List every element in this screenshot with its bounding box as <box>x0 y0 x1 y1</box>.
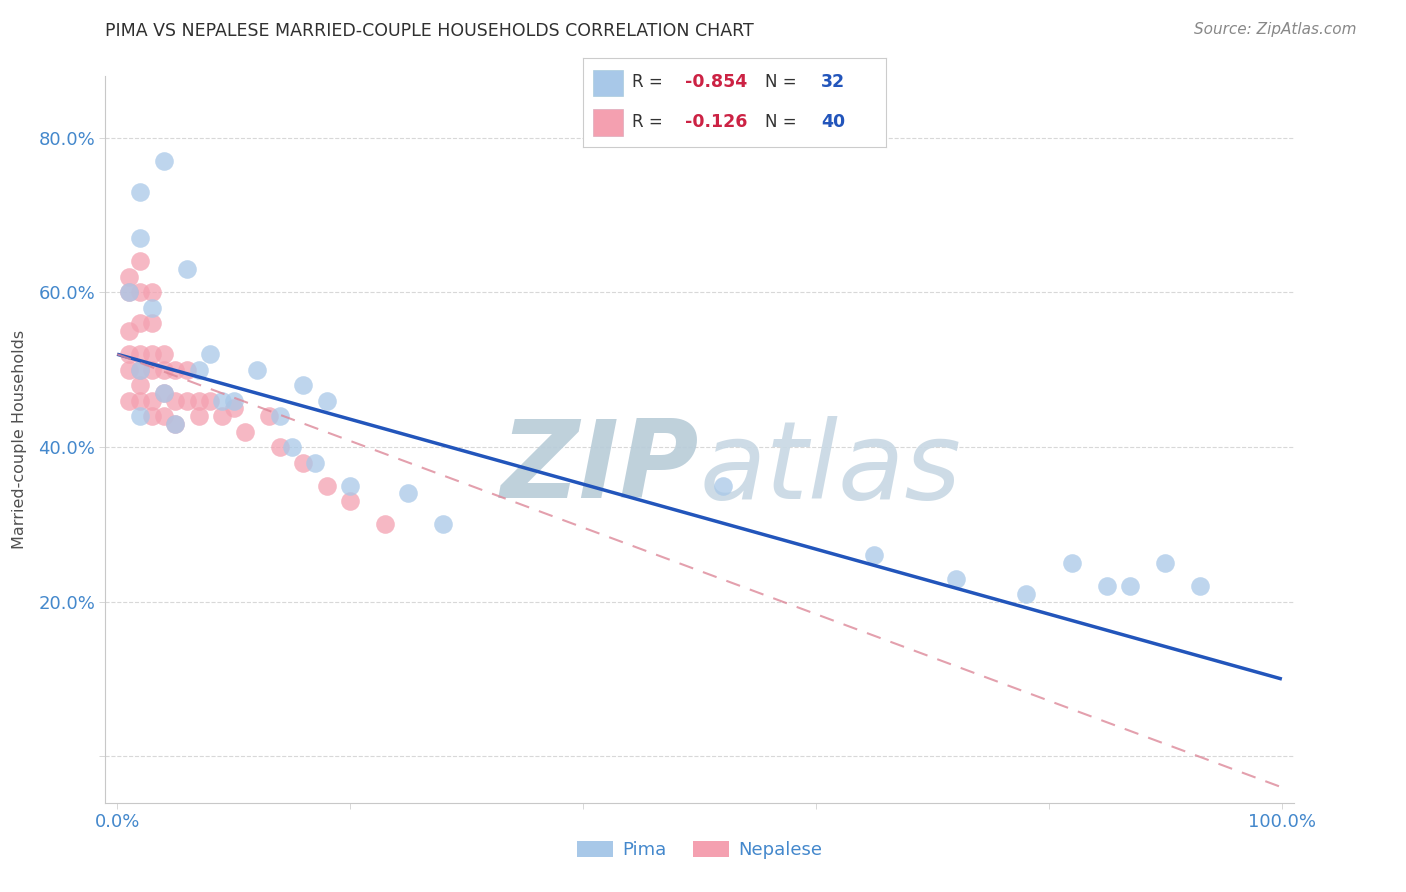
Point <box>152 347 174 361</box>
Point <box>152 385 174 400</box>
Point <box>200 347 222 361</box>
Point <box>200 393 222 408</box>
Point <box>1189 579 1212 593</box>
Point <box>211 409 233 423</box>
Point <box>152 153 174 168</box>
Point <box>187 393 209 408</box>
Point <box>211 393 233 408</box>
Point <box>129 362 152 376</box>
Point <box>246 362 269 376</box>
Point <box>1095 579 1118 593</box>
Point <box>187 362 209 376</box>
Point <box>118 347 141 361</box>
Point <box>863 549 886 563</box>
Text: Source: ZipAtlas.com: Source: ZipAtlas.com <box>1194 22 1357 37</box>
Point <box>176 262 198 277</box>
Bar <box>592 70 623 96</box>
Point <box>141 285 163 300</box>
Point <box>269 440 291 454</box>
Point <box>129 362 152 376</box>
Point <box>118 362 141 376</box>
Point <box>129 254 152 268</box>
Point <box>269 409 291 423</box>
Point <box>304 456 326 470</box>
Point <box>165 417 187 431</box>
Point <box>281 440 304 454</box>
Point <box>141 301 163 315</box>
Point <box>118 285 141 300</box>
Point <box>129 185 152 199</box>
Point <box>432 517 454 532</box>
Point <box>945 572 967 586</box>
Point <box>222 401 245 416</box>
Point <box>711 479 734 493</box>
Point <box>152 409 174 423</box>
Text: R =: R = <box>631 73 662 91</box>
Point <box>129 316 152 330</box>
Point <box>118 393 141 408</box>
Point <box>129 285 152 300</box>
Point <box>396 486 419 500</box>
Text: -0.126: -0.126 <box>685 113 747 131</box>
Point <box>141 362 163 376</box>
Point <box>118 269 141 284</box>
Point <box>176 393 198 408</box>
Point <box>129 231 152 245</box>
Point <box>165 417 187 431</box>
Text: atlas: atlas <box>700 416 962 521</box>
Point <box>152 362 174 376</box>
Point <box>141 409 163 423</box>
Text: 32: 32 <box>821 73 845 91</box>
Point <box>141 347 163 361</box>
Point <box>1154 556 1177 570</box>
Point <box>292 378 315 392</box>
Point <box>129 393 152 408</box>
Y-axis label: Married-couple Households: Married-couple Households <box>13 330 27 549</box>
Point <box>141 316 163 330</box>
Text: 40: 40 <box>821 113 845 131</box>
Point <box>374 517 396 532</box>
Point <box>129 378 152 392</box>
Point <box>233 425 256 439</box>
Point <box>1014 587 1036 601</box>
Text: N =: N = <box>765 73 796 91</box>
Text: R =: R = <box>631 113 662 131</box>
Legend: Pima, Nepalese: Pima, Nepalese <box>569 834 830 866</box>
Text: ZIP: ZIP <box>501 416 700 522</box>
Point <box>339 494 361 508</box>
Point <box>165 362 187 376</box>
Point <box>222 393 245 408</box>
Point <box>129 347 152 361</box>
Text: -0.854: -0.854 <box>685 73 747 91</box>
Point <box>257 409 280 423</box>
Point <box>129 409 152 423</box>
Point <box>118 285 141 300</box>
Point <box>118 324 141 338</box>
Point <box>315 393 337 408</box>
Point <box>152 385 174 400</box>
Point <box>1062 556 1084 570</box>
Text: PIMA VS NEPALESE MARRIED-COUPLE HOUSEHOLDS CORRELATION CHART: PIMA VS NEPALESE MARRIED-COUPLE HOUSEHOL… <box>105 22 754 40</box>
Point <box>315 479 337 493</box>
Point <box>1119 579 1142 593</box>
Point <box>176 362 198 376</box>
Bar <box>592 109 623 136</box>
Point <box>141 393 163 408</box>
Point <box>187 409 209 423</box>
Point <box>165 393 187 408</box>
Point <box>339 479 361 493</box>
Text: N =: N = <box>765 113 796 131</box>
Point <box>292 456 315 470</box>
